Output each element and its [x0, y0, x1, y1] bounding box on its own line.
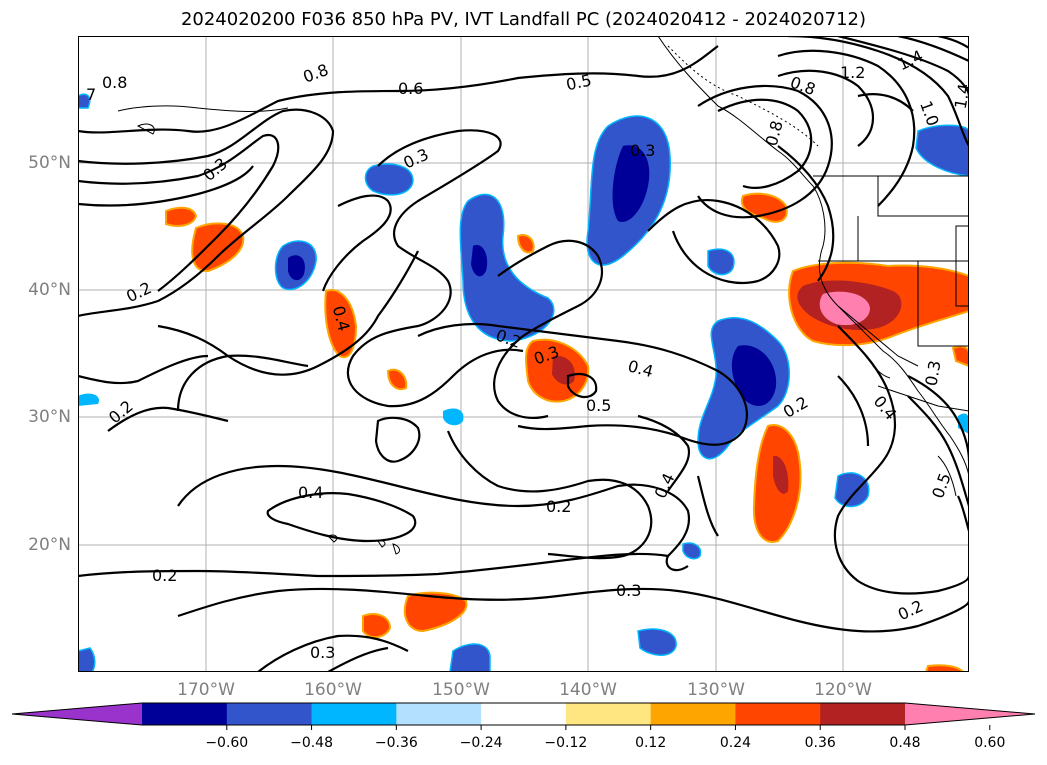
map-title: 2024020200 F036 850 hPa PV, IVT Landfall… — [180, 9, 867, 30]
colorbar: −0.60 −0.48 −0.36 −0.24 −0.12 0.12 0.24 0.36 0.4… — [11, 702, 1036, 751]
contour-label: 0.3 — [921, 359, 944, 387]
colorbar-segments — [11, 702, 1036, 726]
latitude-label: 40°N — [28, 280, 71, 300]
pv-positive-region — [951, 345, 969, 368]
contour-label: 1.4 — [895, 46, 926, 74]
colorbar-tick-label: 0.36 — [805, 735, 836, 751]
colorbar-segment — [311, 703, 397, 725]
pv-negative-region — [834, 472, 870, 508]
pv-negative-core — [612, 145, 650, 222]
pv-positive-core — [552, 355, 575, 385]
colorbar-tick-label: −0.48 — [290, 735, 333, 751]
pv-negative-region — [459, 193, 555, 342]
contour-label: 1.2 — [840, 63, 865, 82]
colorbar-tick-label: 0.24 — [720, 735, 751, 751]
contour-label: 1.4 — [951, 82, 969, 110]
contour-label: 0.3 — [310, 643, 335, 662]
contour-label: 0.2 — [123, 278, 154, 306]
colorbar-segment — [565, 703, 652, 725]
colorbar-tick-label: −0.36 — [375, 735, 418, 751]
pv-negative-region — [364, 163, 414, 196]
longitude-label: 170°W — [177, 680, 235, 700]
contour-label: 0.8 — [300, 60, 330, 87]
pv-negative-region — [682, 542, 702, 560]
pv-negative-region — [78, 393, 99, 406]
colorbar-outline — [11, 702, 1036, 726]
pv-positive-region — [924, 664, 965, 672]
pv-positive-region — [324, 289, 358, 359]
pv-positive-region — [191, 222, 245, 273]
pv-negative-region — [443, 408, 464, 426]
pv-positive-region — [516, 234, 535, 254]
colorbar-extend-max — [905, 703, 1035, 725]
colorbar-tick-label: −0.60 — [205, 735, 248, 751]
pv-positive-region — [362, 613, 392, 639]
colorbar-segment — [481, 703, 567, 725]
contour-label: 0.8 — [102, 73, 127, 92]
longitude-label: 160°W — [304, 680, 362, 700]
colorbar-tick-label: 0.12 — [635, 735, 666, 751]
contour-label: 0.3 — [616, 581, 641, 600]
contour-label: 0.5 — [564, 70, 593, 94]
longitude-label: 120°W — [814, 680, 872, 700]
colorbar-segment — [820, 703, 906, 725]
colorbar-tick-label: −0.12 — [544, 735, 587, 751]
pv-positive-core — [773, 455, 789, 494]
pv-positive-region — [165, 206, 198, 227]
contour-label: 0.2 — [105, 396, 137, 427]
longitude-label: 150°W — [432, 680, 490, 700]
contour-label: 0.4 — [298, 483, 323, 502]
colorbar-segment — [226, 703, 313, 725]
pv-contours — [78, 36, 969, 672]
map-plot: 0.8 0.8 0.6 0.5 0.3 0.3 0.3 0.2 0.4 0.2 … — [78, 36, 969, 672]
colorbar-extend-min — [12, 703, 142, 725]
latitude-label: 50°N — [28, 153, 71, 173]
contour-label: 0.3 — [630, 141, 655, 160]
pv-positive-region — [403, 591, 468, 633]
colorbar-ticks: −0.60 −0.48 −0.36 −0.24 −0.12 0.12 0.24 0.36 0.4… — [205, 725, 1005, 751]
contour-label: 0.4 — [626, 356, 656, 381]
contour-label: 0.2 — [152, 566, 177, 585]
colorbar-tick-label: 0.48 — [889, 735, 920, 751]
colorbar-segment — [735, 703, 821, 725]
contour-label: 7 — [86, 85, 96, 104]
map-panel: 0.8 0.8 0.6 0.5 0.3 0.3 0.3 0.2 0.4 0.2 … — [78, 36, 969, 672]
contour-label: 0.2 — [546, 497, 571, 516]
gridlines — [78, 36, 969, 672]
contour-label: 1.0 — [916, 98, 943, 128]
contour-label: 0.8 — [762, 118, 787, 148]
longitude-label: 140°W — [559, 680, 617, 700]
pv-negative-region — [78, 93, 91, 109]
colorbar-segment — [142, 703, 228, 725]
pv-negative-region — [707, 248, 735, 276]
longitude-label: 130°W — [687, 680, 745, 700]
contour-label: 0.8 — [788, 72, 818, 99]
coastlines — [117, 36, 969, 555]
colorbar-segment — [396, 703, 482, 725]
pv-positive-region — [386, 368, 408, 391]
pv-negative-core — [471, 245, 488, 277]
contour-label: 0.5 — [928, 470, 955, 500]
pv-negative-region — [78, 647, 96, 672]
latitude-label: 30°N — [28, 407, 71, 427]
pv-negative-core — [288, 255, 305, 281]
pv-negative-region — [915, 124, 969, 177]
colorbar-segment — [650, 703, 736, 725]
latitude-label: 20°N — [28, 535, 71, 555]
contour-label: 0.3 — [199, 154, 231, 185]
contour-label: 0.5 — [586, 396, 611, 415]
colorbar-tick-label: −0.24 — [460, 735, 503, 751]
contour-label: 0.2 — [895, 596, 926, 624]
contour-label: 0.6 — [398, 79, 423, 98]
pv-positive-region — [740, 192, 788, 223]
pv-negative-region — [449, 643, 491, 672]
pv-negative-core — [731, 345, 777, 406]
colorbar-tick-label: 0.60 — [974, 735, 1005, 751]
pv-negative-region — [637, 628, 677, 656]
